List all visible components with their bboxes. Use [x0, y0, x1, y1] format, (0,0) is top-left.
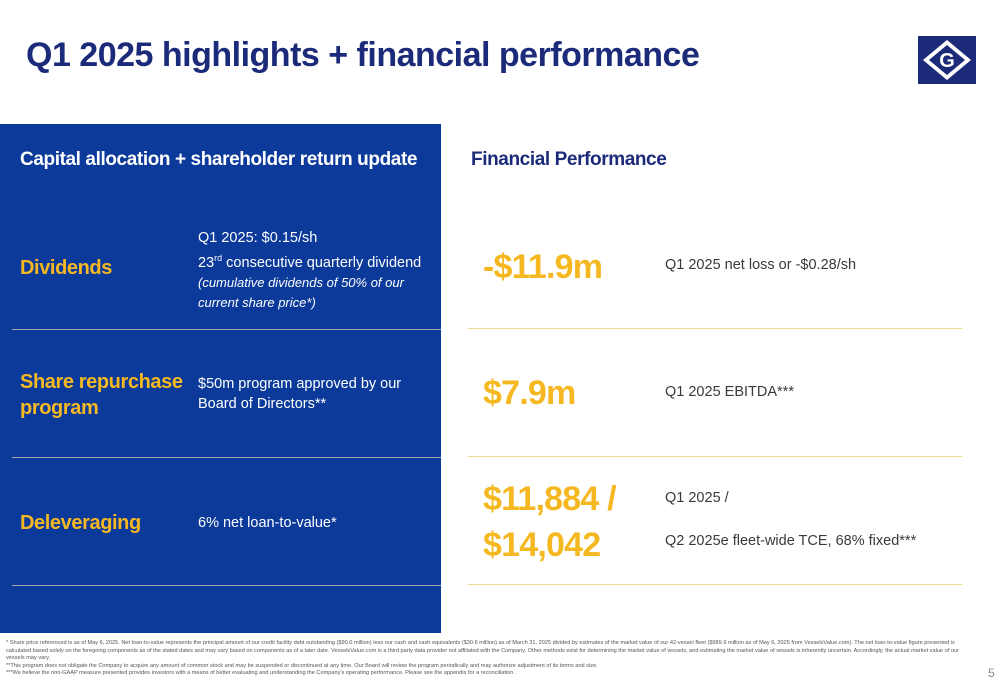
dividends-label: Dividends	[20, 257, 112, 279]
dividends-text: Q1 2025: $0.15/sh 23rd consecutive quart…	[198, 228, 434, 313]
footnote-3: ***We believe the non-GAAP measure prese…	[6, 670, 515, 677]
tce-desc-line2: Q2 2025e fleet-wide TCE, 68% fixed***	[665, 533, 917, 549]
logo-letter: G	[939, 50, 955, 72]
tce-value-line2: $14,042	[483, 526, 601, 564]
footnotes: * Share price referenced is as of May 6,…	[6, 640, 974, 678]
metric-divider	[468, 328, 962, 329]
tce-desc-line1: Q1 2025 /	[665, 490, 729, 506]
ebitda-desc: Q1 2025 EBITDA***	[665, 384, 794, 400]
footnote-1: * Share price referenced is as of May 6,…	[6, 640, 959, 662]
metric-divider	[468, 584, 962, 585]
dividends-ordinal: 23	[198, 254, 215, 271]
row-divider	[12, 457, 441, 458]
deleveraging-label: Deleveraging	[20, 512, 141, 534]
capital-allocation-title: Capital allocation + shareholder return …	[20, 149, 418, 170]
ebitda-value: $7.9m	[483, 374, 576, 412]
share-repurchase-label: Share repurchase program	[20, 371, 183, 419]
footnote-2: **This program does not obligate the Com…	[6, 662, 598, 669]
dividends-ordinal-suffix: rd	[214, 253, 223, 263]
financial-performance-title: Financial Performance	[471, 149, 667, 170]
share-repurchase-text: $50m program approved by our Board of Di…	[198, 376, 402, 412]
dividends-note: (cumulative dividends of 50% of our curr…	[198, 274, 404, 310]
deleveraging-text: 6% net loan-to-value*	[198, 515, 337, 531]
metric-divider	[468, 456, 962, 457]
page-title: Q1 2025 highlights + financial performan…	[26, 36, 700, 74]
capital-allocation-panel: Capital allocation + shareholder return …	[0, 124, 441, 633]
tce-value-line1: $11,884 /	[483, 480, 617, 518]
dividends-line2: consecutive quarterly dividend	[222, 254, 422, 271]
row-divider	[12, 585, 441, 586]
net-loss-value: -$11.9m	[483, 248, 603, 286]
page-number: 5	[988, 666, 995, 680]
row-divider	[12, 329, 441, 330]
dividends-line1: Q1 2025: $0.15/sh	[198, 230, 318, 246]
company-logo: G	[918, 36, 976, 84]
net-loss-desc: Q1 2025 net loss or -$0.28/sh	[665, 257, 857, 273]
